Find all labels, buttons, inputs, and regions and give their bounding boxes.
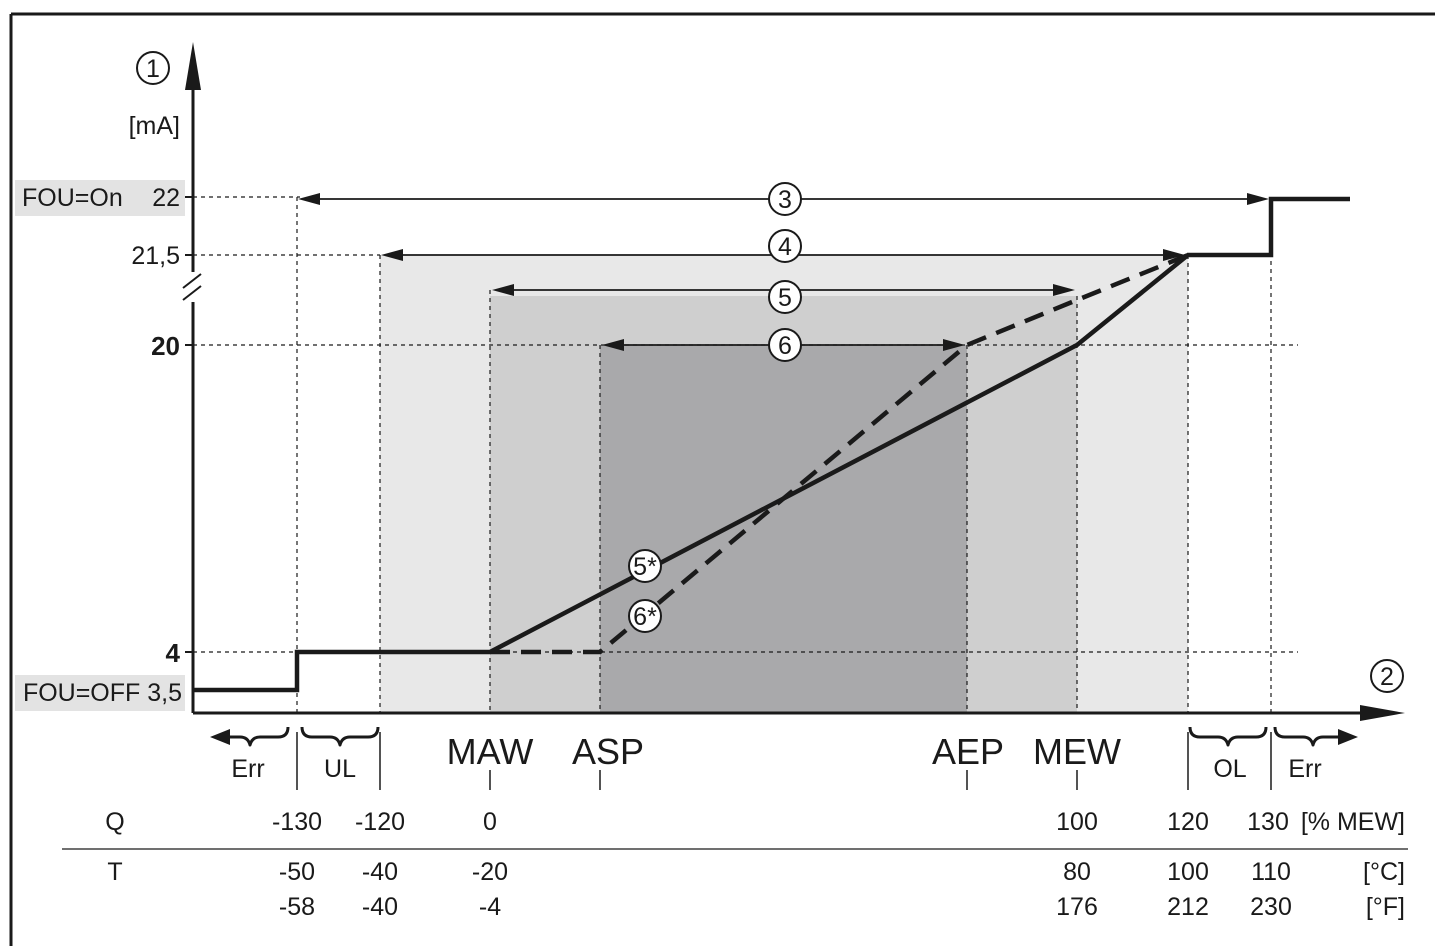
solid-output-curve bbox=[193, 196, 1350, 693]
c-value-5: 100 bbox=[1167, 858, 1209, 886]
marker-ticks bbox=[296, 732, 1272, 790]
marker-mew: MEW bbox=[1033, 731, 1121, 772]
axis-break-mark bbox=[182, 272, 202, 302]
err-right-arrowhead bbox=[1338, 729, 1358, 745]
curve-callout-solid: 5* bbox=[628, 549, 662, 583]
x-axis-arrow bbox=[1360, 705, 1405, 721]
range-5-callout: 5 bbox=[768, 280, 802, 314]
c-value-3: -20 bbox=[472, 858, 508, 886]
q-value-3: 0 bbox=[483, 808, 497, 836]
table-q-label: Q bbox=[105, 808, 124, 836]
fou-on-bg bbox=[15, 180, 185, 216]
svg-text:5*: 5* bbox=[633, 553, 657, 581]
c-value-4: 80 bbox=[1063, 858, 1091, 886]
brace-err-left bbox=[217, 726, 290, 747]
zone-ol: OL bbox=[1213, 755, 1246, 783]
f-value-4: 176 bbox=[1056, 893, 1098, 921]
arrowheads bbox=[298, 193, 1269, 351]
brace-ul bbox=[300, 726, 380, 747]
range-6-callout: 6 bbox=[768, 328, 802, 362]
c-unit: [°C] bbox=[1363, 858, 1405, 886]
brace-err-right bbox=[1273, 726, 1343, 747]
y-axis-callout: 1 bbox=[136, 51, 170, 85]
f-value-1: -58 bbox=[279, 893, 315, 921]
q-value-6: 130 bbox=[1247, 808, 1289, 836]
range-3-callout: 3 bbox=[768, 182, 802, 216]
q-unit: [% MEW] bbox=[1301, 808, 1405, 836]
y-label-22: 22 bbox=[152, 184, 180, 212]
y-label-fou-on: FOU=On bbox=[22, 184, 123, 212]
err-left-arrowhead bbox=[210, 729, 230, 745]
svg-text:3: 3 bbox=[778, 186, 792, 214]
range-4-callout: 4 bbox=[768, 229, 802, 263]
brace-ol bbox=[1188, 726, 1268, 747]
zone-ul: UL bbox=[324, 755, 356, 783]
dashed-scaled-curve bbox=[490, 252, 1189, 655]
zone-braces bbox=[217, 726, 1343, 747]
f-value-6: 230 bbox=[1250, 893, 1292, 921]
y-label-21-5: 21,5 bbox=[131, 242, 180, 270]
band-range-6 bbox=[600, 345, 967, 713]
c-value-6: 110 bbox=[1251, 858, 1291, 886]
marker-asp: ASP bbox=[572, 731, 644, 772]
fou-off-bg bbox=[15, 675, 185, 711]
y-label-4: 4 bbox=[166, 638, 181, 668]
q-value-5: 120 bbox=[1167, 808, 1209, 836]
zone-err-right: Err bbox=[1288, 755, 1321, 783]
svg-text:1: 1 bbox=[146, 55, 160, 83]
y-ticks bbox=[185, 196, 193, 653]
f-value-3: -4 bbox=[479, 893, 501, 921]
c-value-1: -50 bbox=[279, 858, 315, 886]
f-unit: [°F] bbox=[1366, 893, 1405, 921]
q-value-1: -130 bbox=[272, 808, 322, 836]
y-label-20: 20 bbox=[151, 331, 180, 361]
marker-maw: MAW bbox=[447, 731, 534, 772]
svg-text:4: 4 bbox=[778, 233, 792, 261]
zone-err-left: Err bbox=[231, 755, 264, 783]
x-axis-callout: 2 bbox=[1370, 659, 1404, 693]
q-value-2: -120 bbox=[355, 808, 405, 836]
svg-text:2: 2 bbox=[1380, 663, 1394, 691]
svg-text:5: 5 bbox=[778, 284, 792, 312]
f-value-2: -40 bbox=[362, 893, 398, 921]
y-axis-unit: [mA] bbox=[129, 112, 180, 140]
c-value-2: -40 bbox=[362, 858, 398, 886]
marker-aep: AEP bbox=[932, 731, 1004, 772]
svg-text:6*: 6* bbox=[633, 603, 657, 631]
y-label-fou-off: FOU=OFF 3,5 bbox=[23, 679, 182, 707]
f-value-5: 212 bbox=[1167, 893, 1209, 921]
table-t-label: T bbox=[107, 858, 122, 886]
svg-text:6: 6 bbox=[778, 332, 792, 360]
curve-callout-dashed: 6* bbox=[628, 599, 662, 633]
q-value-4: 100 bbox=[1056, 808, 1098, 836]
y-axis-arrow bbox=[185, 42, 201, 90]
